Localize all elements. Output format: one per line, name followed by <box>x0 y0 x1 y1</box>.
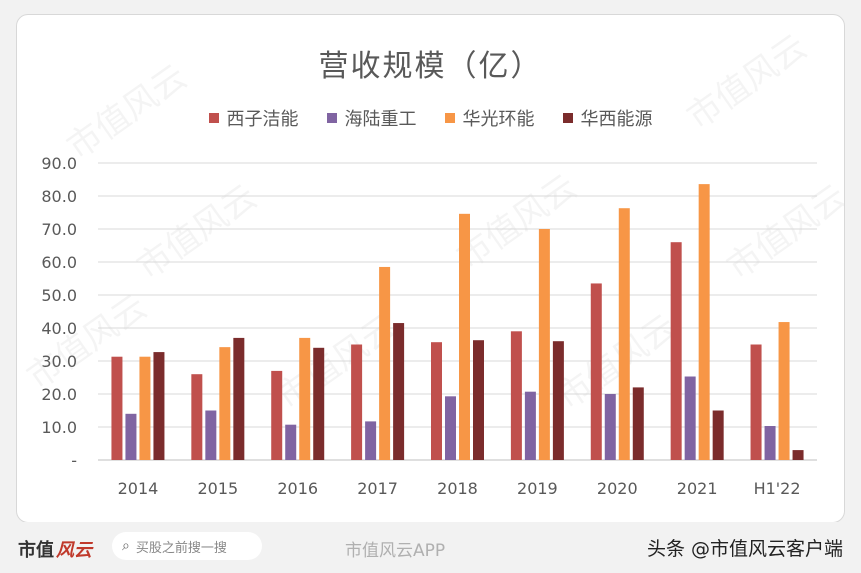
y-tick-label: 40.0 <box>41 319 77 338</box>
bar <box>538 229 550 460</box>
x-tick-label: 2017 <box>357 479 398 498</box>
bar <box>139 356 151 460</box>
bar <box>445 396 456 460</box>
search-icon: ⌕ <box>122 538 130 554</box>
bar <box>604 394 616 460</box>
bar <box>552 341 564 460</box>
bar <box>750 344 762 460</box>
x-tick-label: 2014 <box>118 479 159 498</box>
bar-chart-plot: - 10.0 20.0 30.0 40.0 50.0 60.0 70.0 80.0 90.0 201… <box>41 154 817 498</box>
legend-label: 华光环能 <box>462 109 535 130</box>
bar <box>299 337 311 460</box>
bar <box>125 413 137 460</box>
bar <box>590 283 602 460</box>
bar <box>351 344 363 460</box>
legend-swatch <box>562 113 573 123</box>
legend-swatch <box>208 113 219 123</box>
bar <box>764 426 776 460</box>
legend-item: 华光环能 <box>444 105 535 131</box>
x-tick-label: 2021 <box>677 479 718 498</box>
x-tick-label: 2016 <box>277 479 318 498</box>
weibo-watermark: 市值风云APP <box>345 541 446 561</box>
bar <box>111 356 123 460</box>
x-tick-label: H1'22 <box>754 479 801 498</box>
y-tick-label: 80.0 <box>41 187 77 206</box>
legend: 西子洁能 海陆重工 华光环能 华西能源 <box>17 105 844 131</box>
chart-card: 市值风云 市值风云 市值风云 市值风云 市值风云 市值风云 市值风云 市值风云 … <box>16 14 845 523</box>
legend-label: 海陆重工 <box>344 109 417 130</box>
source-credit: 头条 @市值风云客户端 <box>646 538 843 560</box>
legend-item: 西子洁能 <box>208 105 299 131</box>
bar <box>792 450 804 460</box>
bar <box>191 374 203 460</box>
legend-label: 西子洁能 <box>226 109 299 130</box>
legend-item: 海陆重工 <box>326 105 417 131</box>
y-tick-label: 30.0 <box>41 352 77 371</box>
y-tick-label: - <box>71 451 77 470</box>
search-box[interactable]: ⌕ 买股之前搜一搜 <box>112 532 262 560</box>
y-tick-label: 10.0 <box>41 418 77 437</box>
y-tick-label: 60.0 <box>41 253 77 272</box>
bar <box>431 342 442 460</box>
legend-item: 华西能源 <box>562 105 653 131</box>
bar <box>684 376 696 460</box>
y-tick-label: 70.0 <box>41 220 77 239</box>
y-tick-label: 90.0 <box>41 154 77 173</box>
y-tick-label: 20.0 <box>41 385 77 404</box>
legend-swatch <box>444 113 455 123</box>
bar <box>153 352 165 460</box>
bar <box>510 331 522 460</box>
x-tick-label: 2015 <box>197 479 238 498</box>
search-placeholder: 买股之前搜一搜 <box>135 540 227 556</box>
bar <box>712 410 724 460</box>
bar <box>778 322 790 460</box>
x-tick-label: 2020 <box>597 479 638 498</box>
legend-label: 华西能源 <box>580 109 653 130</box>
x-tick-label: 2018 <box>437 479 478 498</box>
bar <box>205 410 217 460</box>
bar <box>271 370 283 460</box>
bar <box>632 387 644 460</box>
x-tick-label: 2019 <box>517 479 558 498</box>
chart-title: 营收规模（亿） <box>318 49 543 84</box>
bar <box>459 213 470 460</box>
bar <box>219 347 231 460</box>
bar <box>698 184 710 460</box>
legend-swatch <box>326 113 337 123</box>
brand-logo: 市值 风云 <box>18 536 92 562</box>
bar <box>524 391 536 460</box>
bar <box>379 266 391 460</box>
footer-bar: 市值 风云 ⌕ 买股之前搜一搜 市值风云APP 头条 @市值风云客户端 <box>0 522 861 573</box>
bar <box>233 337 245 460</box>
bar <box>670 242 682 460</box>
bar <box>473 340 484 460</box>
bar <box>285 424 297 460</box>
bar <box>313 347 325 460</box>
bar <box>393 323 405 460</box>
bar <box>618 208 630 460</box>
brand-seal: 风云 <box>56 540 92 561</box>
bar <box>365 421 377 460</box>
y-tick-label: 50.0 <box>41 286 77 305</box>
brand-name: 市值 <box>18 540 54 561</box>
